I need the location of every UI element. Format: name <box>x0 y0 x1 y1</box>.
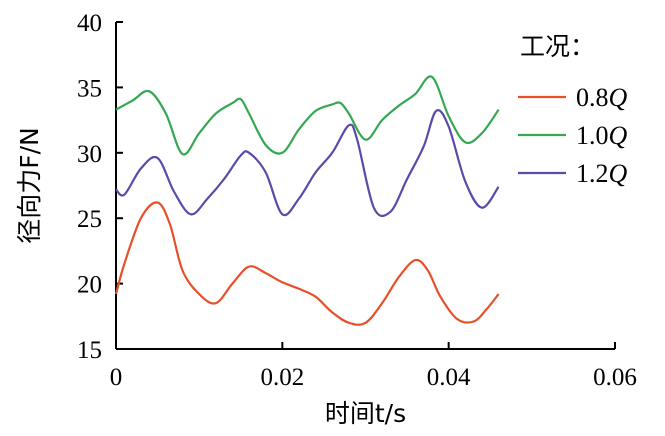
x-tick-label: 0 <box>110 364 123 391</box>
y-tick-label: 30 <box>77 141 102 168</box>
x-tick-label: 0.02 <box>260 364 304 391</box>
series-line-1-2Q <box>115 109 500 218</box>
y-tick-label: 40 <box>77 10 102 37</box>
legend-label: 1.0Q <box>576 121 628 150</box>
legend: 工况： 0.8Q 1.0Q 1.2Q <box>518 32 628 188</box>
series-line-0-8Q <box>114 201 500 326</box>
y-tick-label: 35 <box>77 75 102 102</box>
x-tick-label: 0.04 <box>427 364 471 391</box>
x-axis-title: 时间t/s <box>325 399 406 428</box>
y-tick-label: 15 <box>77 337 102 364</box>
series-line-1-0Q <box>115 75 500 156</box>
legend-label: 1.2Q <box>576 159 628 188</box>
legend-title: 工况： <box>520 32 595 61</box>
y-axis-title: 径向力F/N <box>15 127 44 244</box>
y-tick-label: 25 <box>77 206 102 233</box>
x-tick-label: 0.06 <box>593 364 637 391</box>
axes: 15 20 25 30 35 40 0 0.02 0.04 0.06 <box>77 10 637 391</box>
legend-label: 0.8Q <box>576 83 628 112</box>
series-lines <box>114 75 500 326</box>
y-tick-label: 20 <box>77 272 102 299</box>
